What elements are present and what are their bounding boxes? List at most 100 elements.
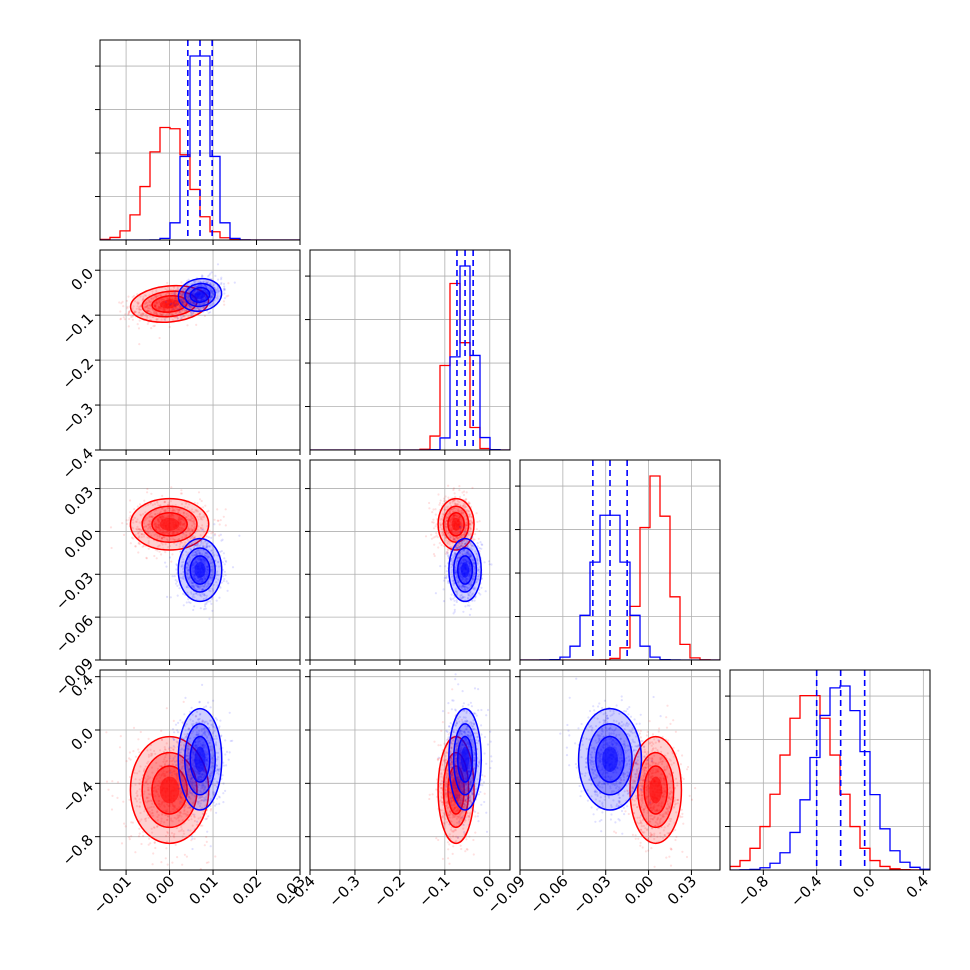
scatter-point (182, 511, 185, 514)
scatter-point (146, 503, 149, 506)
scatter-point (141, 313, 144, 316)
scatter-point (162, 772, 165, 776)
scatter-point (196, 306, 199, 309)
scatter-point (456, 538, 459, 541)
scatter-point (161, 772, 164, 775)
scatter-point (223, 297, 226, 300)
scatter-point (468, 540, 471, 543)
scatter-point (440, 517, 444, 520)
scatter-point (161, 537, 164, 540)
scatter-point (202, 593, 205, 596)
scatter-point (197, 579, 200, 582)
scatter-point (139, 304, 142, 307)
scatter-point (175, 508, 178, 511)
scatter-point (190, 548, 193, 551)
scatter-point (452, 583, 455, 587)
scatter-point (143, 499, 146, 502)
scatter-point (127, 311, 131, 314)
scatter-point (194, 508, 197, 512)
scatter-point (456, 556, 459, 559)
scatter-point (463, 587, 466, 591)
scatter-point (205, 543, 209, 546)
scatter-point (155, 526, 158, 529)
scatter-point (159, 313, 162, 316)
scatter-point (464, 527, 467, 530)
scatter-point (132, 527, 135, 530)
scatter-point (185, 512, 188, 515)
scatter-point (204, 563, 207, 566)
scatter-point (157, 305, 160, 308)
scatter-point (162, 750, 165, 753)
scatter-point (223, 288, 227, 291)
scatter-point (199, 593, 202, 596)
scatter-point (191, 302, 194, 305)
scatter-point (149, 522, 152, 525)
scatter-point (457, 516, 460, 519)
scatter-point (204, 551, 207, 554)
scatter-point (179, 523, 182, 526)
scatter-point (149, 754, 152, 757)
scatter-point (201, 588, 204, 591)
scatter-point (460, 544, 463, 547)
scatter-point (207, 541, 210, 544)
scatter-point (153, 312, 156, 315)
scatter-point (160, 298, 163, 301)
scatter-point (471, 578, 474, 581)
scatter-point (149, 301, 152, 304)
scatter-point (168, 288, 171, 291)
scatter-point (146, 305, 149, 308)
scatter-point (175, 808, 178, 811)
scatter-point (177, 308, 180, 311)
scatter-point (140, 529, 143, 532)
scatter-point (465, 560, 468, 563)
scatter-point (455, 579, 458, 582)
scatter-point (191, 282, 194, 285)
scatter-point (193, 819, 196, 823)
scatter-point (471, 559, 474, 562)
scatter-point (164, 300, 168, 304)
scatter-point (151, 809, 154, 812)
scatter-point (179, 522, 182, 525)
scatter-point (179, 795, 182, 798)
scatter-point (461, 596, 464, 599)
scatter-point (138, 778, 141, 781)
scatter-point (192, 295, 195, 298)
scatter-point (130, 835, 133, 838)
scatter-point (182, 545, 185, 548)
scatter-point (190, 815, 193, 818)
scatter-point (191, 292, 194, 295)
density-blue-0-1-3 (194, 290, 206, 300)
scatter-point (147, 532, 150, 535)
contour-blue-0-1-1 (184, 282, 216, 308)
scatter-point (158, 530, 161, 534)
scatter-point (200, 580, 203, 583)
scatter-point (468, 562, 471, 565)
scatter-point (454, 502, 457, 505)
scatter-point (470, 558, 473, 561)
scatter-point (201, 812, 204, 815)
scatter-point (459, 536, 462, 539)
scatter-point (179, 306, 182, 309)
scatter-point (193, 526, 196, 529)
scatter-point (205, 542, 208, 545)
scatter-point (179, 518, 182, 521)
scatter-point (466, 541, 469, 544)
scatter-point (195, 559, 198, 563)
scatter-point (176, 580, 179, 583)
scatter-point (164, 318, 167, 322)
scatter-point (196, 542, 199, 546)
scatter-point (451, 515, 454, 518)
scatter-point (203, 844, 206, 847)
scatter-point (192, 301, 195, 304)
scatter-point (205, 290, 208, 293)
scatter-point (188, 581, 191, 584)
scatter-point (166, 810, 169, 814)
scatter-point (169, 749, 172, 752)
scatter-point (209, 297, 212, 300)
scatter-point (162, 770, 165, 773)
scatter-point (211, 758, 214, 761)
scatter-point (455, 600, 458, 604)
scatter-point (460, 536, 463, 539)
scatter-point (138, 531, 141, 534)
scatter-point (468, 552, 471, 555)
